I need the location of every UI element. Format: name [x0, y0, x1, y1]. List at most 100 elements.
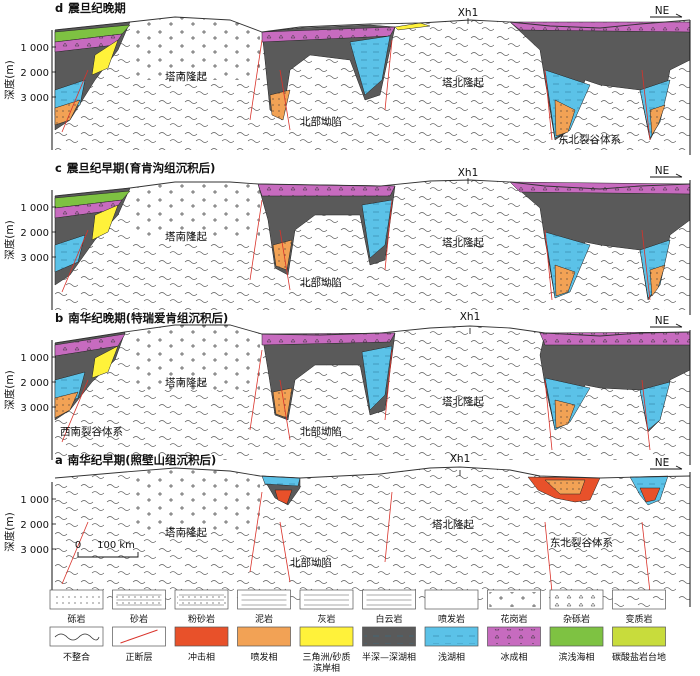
- legend-label-conglomerate: 砾岩: [67, 613, 85, 625]
- normal-fault-d-1: [249, 39, 263, 121]
- facies-delta-d-5: [91, 39, 119, 76]
- legend-item-eruptive: 喷发相: [237, 626, 291, 663]
- direction-label-ne: NE: [655, 315, 670, 327]
- facies-texture-c-14: [650, 265, 665, 296]
- legend-label-normal_fault: 正断层: [125, 651, 152, 663]
- normal-fault-line-icon: [120, 629, 158, 644]
- region-label-tbl: 塔北隆起: [442, 236, 484, 249]
- panel-c: 1 000 2 000 3 000 深度(m) c 震旦纪早期(育肯沟组沉积后) Xh1 NE…: [3, 161, 691, 315]
- panel-letter: c: [55, 161, 62, 175]
- facies-texture-d-4: [55, 100, 80, 125]
- normal-fault-a-1: [249, 491, 263, 573]
- well-label-xh1: Xh1: [450, 453, 471, 465]
- facies-texture-c-8: [273, 240, 292, 270]
- panel-a: 1 000 2 000 3 000 深度(m) a 南华纪早期(照壁山组沉积后) Xh1 NE…: [3, 453, 691, 607]
- legend-label-alluvial: 冲击相: [188, 651, 215, 663]
- depth-axis-title: 深度(m): [3, 60, 16, 99]
- legend-label-glacial: 冰成相: [500, 651, 527, 663]
- facies-texture-c-2: [55, 200, 122, 218]
- region-label-tnl: 塔南隆起: [165, 526, 207, 539]
- legend-swatch-pattern-glacial: [489, 629, 539, 644]
- depth-axis-title: 深度(m): [3, 370, 16, 409]
- normal-fault-d-2: [279, 69, 291, 131]
- legend-swatch-pattern-sandstone: [114, 592, 164, 607]
- legend-swatch-pattern-shallow_lake: [427, 629, 476, 644]
- normal-fault-c-3: [384, 199, 393, 271]
- panel-title-text: 震旦纪早期(育肯沟组沉积后): [66, 161, 216, 175]
- panel-b: 1 000 2 000 3 000 深度(m) b 南华纪晚期(特瑞爱肯组沉积后) Xh1 N…: [3, 311, 691, 465]
- region-label-tbl: 塔北隆起: [442, 76, 484, 89]
- facies-texture-b-6: [262, 333, 395, 345]
- legend-swatch-pattern-metamorphic: [614, 592, 664, 607]
- legend-item-siltstone: 粉砂岩: [174, 589, 229, 625]
- legend-item-dolomite: 白云岩: [362, 589, 416, 625]
- region-label-tnl: 塔南隆起: [165, 230, 207, 243]
- region-label-rift_ne: 东北裂谷体系: [550, 536, 613, 549]
- legend-swatch-pattern-conglomerate: [52, 592, 101, 607]
- surface-line-d: [54, 16, 691, 33]
- scale-bar-zero: 0: [75, 540, 81, 551]
- legend-swatch-carbonate: [612, 626, 666, 647]
- legend-swatch-limestone: [299, 589, 354, 610]
- direction-arrow-icon: [650, 323, 683, 328]
- depth-tick-label: 3 000: [20, 253, 49, 264]
- legend-item-volcanic: 喷发岩: [424, 589, 479, 625]
- legend-item-diamictite: 杂砾岩: [549, 589, 604, 625]
- region-label-tnl: 塔南隆起: [165, 70, 207, 83]
- legend-item-neritic: 滨浅海相: [549, 626, 604, 663]
- normal-fault-b-1: [249, 349, 263, 431]
- normal-fault-a-3: [384, 491, 393, 563]
- depth-axis-title: 深度(m): [3, 512, 16, 551]
- legend-swatch-unconformity: [49, 626, 104, 647]
- direction-arrow-icon: [650, 13, 683, 18]
- legend-swatch-pattern-siltstone: [177, 592, 226, 607]
- legend-item-shallow_lake: 浅湖相: [424, 626, 479, 663]
- surface-line-a: [54, 466, 691, 479]
- facies-delta-c-4: [91, 204, 119, 241]
- legend-swatch-eruptive: [237, 626, 291, 647]
- normal-fault-c-1: [249, 199, 263, 281]
- region-label-tbl: 塔北隆起: [442, 395, 484, 408]
- legend-label-diamictite: 杂砾岩: [563, 613, 590, 625]
- facies-delta-b-4: [91, 345, 119, 379]
- facies-texture-c-10: [510, 182, 690, 194]
- legend-label-carbonate: 碳酸盐岩台地: [612, 651, 666, 663]
- legend-swatch-pattern-diamictite: [552, 592, 601, 607]
- legend-swatch-neritic: [549, 626, 604, 647]
- normal-fault-b-2: [279, 379, 291, 441]
- legend-swatch-delta: [299, 626, 354, 647]
- legend-label-eruptive: 喷发相: [250, 651, 277, 663]
- legend-item-conglomerate: 砾岩: [49, 589, 104, 625]
- region-label-bbax: 北部坳陷: [300, 425, 342, 438]
- legend-label-sandstone: 砂岩: [130, 613, 148, 625]
- direction-arrow-icon: [650, 173, 683, 178]
- legend-item-alluvial: 冲击相: [174, 626, 229, 663]
- legend-item-granite: 花岗岩: [487, 589, 541, 625]
- region-label-tnl: 塔南隆起: [165, 376, 207, 389]
- direction-label-ne: NE: [655, 5, 670, 17]
- region-label-bbax: 北部坳陷: [290, 556, 332, 569]
- facies-texture-b-8: [273, 388, 292, 418]
- well-label-xh1: Xh1: [458, 167, 479, 179]
- normal-fault-b-3: [384, 349, 393, 421]
- depth-tick-label: 1 000: [20, 203, 49, 214]
- normal-fault-d-0: [61, 69, 89, 133]
- surface-line-b: [54, 324, 691, 344]
- panel-letter: a: [55, 453, 63, 467]
- facies-texture-d-8: [350, 36, 390, 95]
- normal-fault-b-0: [61, 379, 89, 443]
- region-label-bbax: 北部坳陷: [300, 115, 342, 128]
- facies-alluvial-a-6: [639, 487, 661, 503]
- direction-label-ne: NE: [655, 457, 670, 469]
- legend-item-sandstone: 砂岩: [112, 589, 166, 625]
- legend-item-deep_lake: 半深—深湖相: [362, 626, 416, 663]
- well-label-xh1: Xh1: [460, 311, 481, 323]
- panel-title: c 震旦纪早期(育肯沟组沉积后): [55, 161, 215, 175]
- normal-fault-c-0: [61, 229, 89, 293]
- normal-fault-a-5: [641, 521, 651, 593]
- facies-texture-b-12: [555, 400, 575, 428]
- direction-label-ne: NE: [655, 165, 670, 177]
- facies-texture-b-10: [540, 332, 690, 345]
- legend-label-unconformity: 不整合: [63, 651, 90, 663]
